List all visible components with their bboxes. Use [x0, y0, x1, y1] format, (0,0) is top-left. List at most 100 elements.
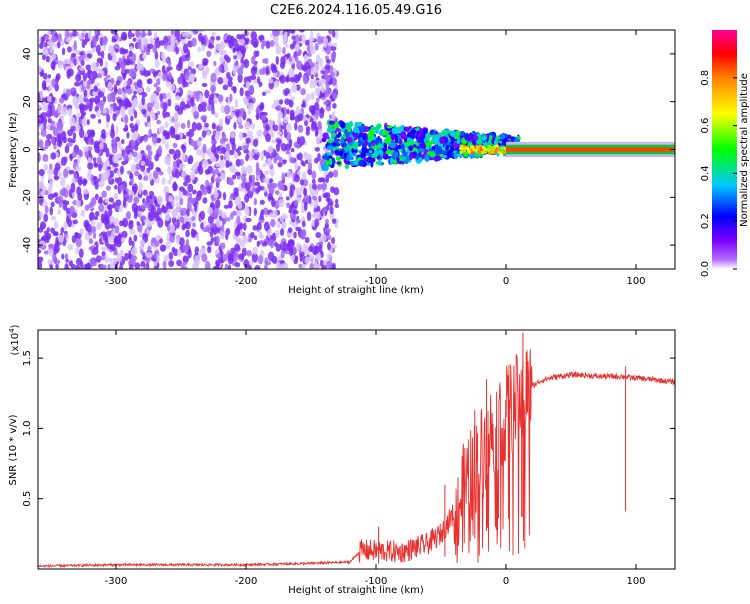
spectrogram-x-tick-label: 100 [626, 276, 645, 287]
noise-blob [250, 66, 257, 76]
signal-blob [360, 150, 366, 159]
noise-blob [113, 84, 118, 93]
noise-blob [122, 127, 129, 132]
figure-title: C2E6.2024.116.05.49.G16 [270, 3, 442, 18]
signal-blob [327, 139, 334, 144]
noise-blob [51, 35, 58, 43]
noise-blob [178, 46, 182, 52]
noise-blob [211, 31, 216, 37]
noise-blob [296, 219, 301, 224]
signal-blob [422, 128, 428, 134]
noise-blob [279, 74, 286, 84]
noise-blob [281, 221, 287, 229]
noise-blob [253, 207, 257, 217]
noise-blob [50, 215, 57, 221]
signal-blob [434, 155, 441, 162]
noise-blob [147, 171, 153, 182]
noise-blob [210, 236, 214, 244]
noise-blob [174, 30, 180, 39]
noise-blob [162, 102, 168, 111]
noise-blob [156, 119, 162, 125]
noise-blob [101, 251, 106, 256]
noise-blob [223, 253, 228, 262]
noise-blob [113, 236, 120, 243]
noise-blob [289, 43, 295, 50]
signal-blob [343, 152, 347, 159]
noise-blob [64, 263, 69, 269]
noise-blob [101, 190, 108, 198]
noise-blob [95, 67, 102, 73]
noise-blob [88, 102, 93, 112]
noise-blob [334, 203, 340, 209]
noise-blob [173, 153, 177, 161]
noise-blob [175, 46, 180, 55]
noise-blob [162, 260, 167, 269]
signal-blob [352, 152, 357, 157]
noise-blob [204, 261, 211, 269]
noise-blob [294, 115, 301, 123]
signal-blob [385, 149, 393, 155]
noise-blob [285, 243, 292, 252]
noise-blob [136, 221, 140, 227]
noise-blob [48, 248, 54, 256]
noise-blob [179, 162, 186, 170]
noise-blob [285, 75, 290, 82]
noise-blob [219, 172, 226, 181]
noise-blob [135, 163, 141, 171]
noise-blob [133, 234, 138, 242]
signal-blob [370, 159, 374, 168]
noise-blob [264, 170, 270, 176]
noise-blob [106, 113, 111, 123]
noise-blob [174, 195, 180, 201]
noise-blob [240, 181, 246, 189]
noise-blob [207, 215, 215, 224]
noise-blob [117, 141, 122, 149]
noise-blob [327, 234, 332, 241]
noise-blob [237, 67, 244, 76]
noise-blob [188, 76, 192, 82]
colorbar-tick-label: 0.6 [700, 118, 711, 134]
noise-blob [197, 46, 201, 53]
noise-blob [177, 249, 182, 257]
noise-blob [312, 79, 317, 89]
noise-blob [66, 88, 72, 97]
noise-blob [275, 104, 282, 112]
noise-blob [140, 204, 147, 210]
noise-blob [122, 217, 129, 228]
noise-blob [65, 215, 70, 225]
noise-blob [211, 144, 217, 154]
noise-blob [121, 139, 125, 145]
noise-blob [327, 242, 331, 251]
noise-blob [89, 257, 96, 268]
noise-blob [309, 262, 315, 269]
noise-blob [146, 102, 153, 112]
noise-blob [246, 95, 253, 100]
noise-blob [128, 50, 133, 57]
noise-blob [128, 188, 135, 198]
noise-blob [209, 221, 215, 228]
noise-blob [285, 150, 291, 155]
signal-peak-blob [459, 147, 464, 151]
noise-blob [250, 31, 257, 41]
noise-blob [253, 235, 258, 241]
signal-blob [436, 145, 443, 153]
noise-blob [314, 42, 319, 51]
noise-blob [117, 176, 123, 187]
noise-blob [182, 189, 187, 196]
noise-blob [324, 227, 331, 234]
signal-blob [406, 132, 413, 138]
noise-blob [159, 93, 164, 102]
signal-blob [326, 136, 330, 140]
noise-blob [145, 222, 152, 228]
noise-blob [330, 45, 337, 51]
noise-blob [233, 151, 239, 159]
noise-blob [283, 128, 288, 139]
noise-blob [91, 70, 98, 80]
spectrogram-y-label: Frequency (Hz) [8, 112, 19, 188]
noise-blob [299, 179, 305, 186]
noise-blob [140, 215, 147, 221]
noise-blob [325, 45, 332, 55]
spectrogram-x-tick-label: 0 [503, 276, 509, 287]
signal-blob [458, 131, 465, 136]
noise-blob [248, 151, 254, 157]
